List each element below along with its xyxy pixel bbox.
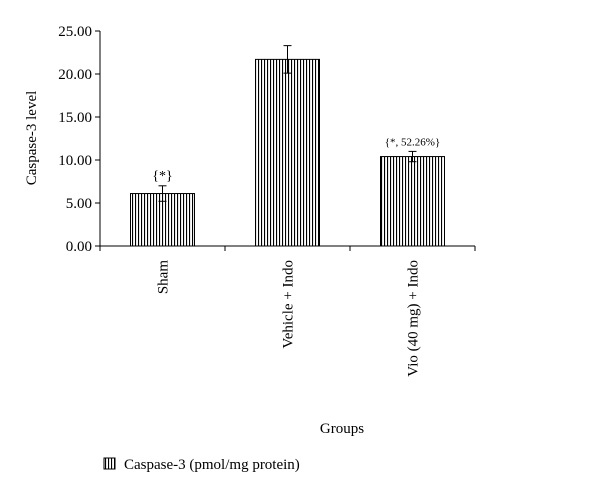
x-tick-label: Vio (40 mg) + Indo	[406, 260, 422, 377]
bar	[130, 193, 195, 247]
x-axis-label: Groups	[320, 421, 364, 437]
y-tick-label: 15.00	[58, 110, 92, 126]
y-tick-label: 25.00	[58, 24, 92, 40]
significance-label: {*, 52.26%}	[385, 136, 440, 148]
x-tick-label: Sham	[156, 260, 172, 295]
legend-swatch	[103, 457, 116, 470]
y-ticks: 0.00 5.00 10.00 15.00 20.00 25.00	[58, 24, 100, 255]
legend-label: Caspase-3 (pmol/mg protein)	[124, 457, 300, 473]
y-tick-label: 5.00	[66, 196, 92, 212]
bar	[380, 156, 445, 247]
bar	[255, 58, 320, 247]
legend: Caspase-3 (pmol/mg protein)	[103, 457, 300, 473]
y-tick-label: 10.00	[58, 153, 92, 169]
x-tick-label: Vehicle + Indo	[281, 260, 297, 348]
y-tick-label: 20.00	[58, 67, 92, 83]
x-ticks: Sham Vehicle + Indo Vio (40 mg) + Indo	[99, 246, 476, 377]
y-axis-label: Caspase-3 level	[24, 91, 40, 186]
bars: {*} {*, 52.26%}	[130, 45, 445, 247]
significance-label: {*}	[152, 169, 172, 184]
y-tick-label: 0.00	[66, 239, 92, 255]
